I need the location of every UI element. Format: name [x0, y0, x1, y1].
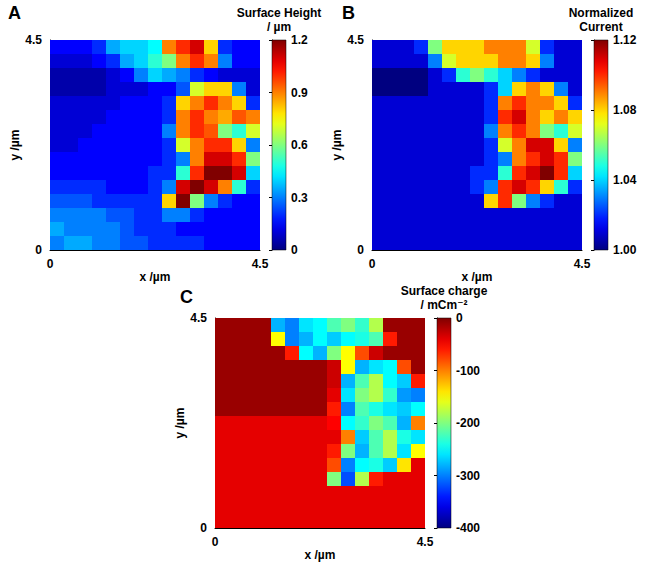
svg-text:0: 0 — [35, 243, 42, 257]
svg-text:1.00: 1.00 — [613, 243, 637, 257]
svg-text:y /µm: y /µm — [330, 130, 344, 161]
svg-text:0: 0 — [212, 535, 219, 549]
svg-text:/ µm: / µm — [267, 20, 291, 34]
svg-text:Surface Height: Surface Height — [237, 6, 322, 20]
svg-text:0.6: 0.6 — [291, 138, 308, 152]
svg-text:4.5: 4.5 — [190, 311, 207, 325]
svg-text:1.12: 1.12 — [613, 33, 637, 47]
svg-text:x /µm: x /µm — [462, 270, 493, 284]
svg-text:C: C — [180, 287, 193, 307]
svg-text:4.5: 4.5 — [25, 33, 42, 47]
svg-text:x /µm: x /µm — [140, 270, 171, 284]
svg-text:0: 0 — [456, 311, 463, 325]
svg-text:y /µm: y /µm — [173, 408, 187, 439]
svg-text:4.5: 4.5 — [252, 257, 269, 271]
svg-text:4.5: 4.5 — [347, 33, 364, 47]
svg-text:B: B — [342, 3, 355, 23]
svg-text:1.2: 1.2 — [291, 33, 308, 47]
svg-text:A: A — [8, 3, 21, 23]
svg-text:x /µm: x /µm — [305, 548, 336, 562]
svg-text:Surface charge: Surface charge — [401, 284, 488, 298]
svg-text:0: 0 — [357, 243, 364, 257]
svg-text:4.5: 4.5 — [574, 257, 591, 271]
svg-text:Normalized: Normalized — [569, 6, 634, 20]
svg-text:-400: -400 — [456, 521, 480, 535]
svg-text:0: 0 — [369, 257, 376, 271]
svg-text:0: 0 — [291, 243, 298, 257]
svg-text:y /µm: y /µm — [8, 130, 22, 161]
svg-text:-200: -200 — [456, 416, 480, 430]
svg-text:0.3: 0.3 — [291, 191, 308, 205]
svg-text:1.04: 1.04 — [613, 173, 637, 187]
svg-text:0: 0 — [200, 521, 207, 535]
svg-text:/ mCm⁻²: / mCm⁻² — [420, 298, 467, 312]
svg-text:4.5: 4.5 — [417, 535, 434, 549]
svg-text:0.9: 0.9 — [291, 86, 308, 100]
svg-text:-100: -100 — [456, 364, 480, 378]
svg-text:0: 0 — [47, 257, 54, 271]
svg-text:-300: -300 — [456, 469, 480, 483]
svg-text:Current: Current — [579, 20, 622, 34]
svg-text:1.08: 1.08 — [613, 103, 637, 117]
